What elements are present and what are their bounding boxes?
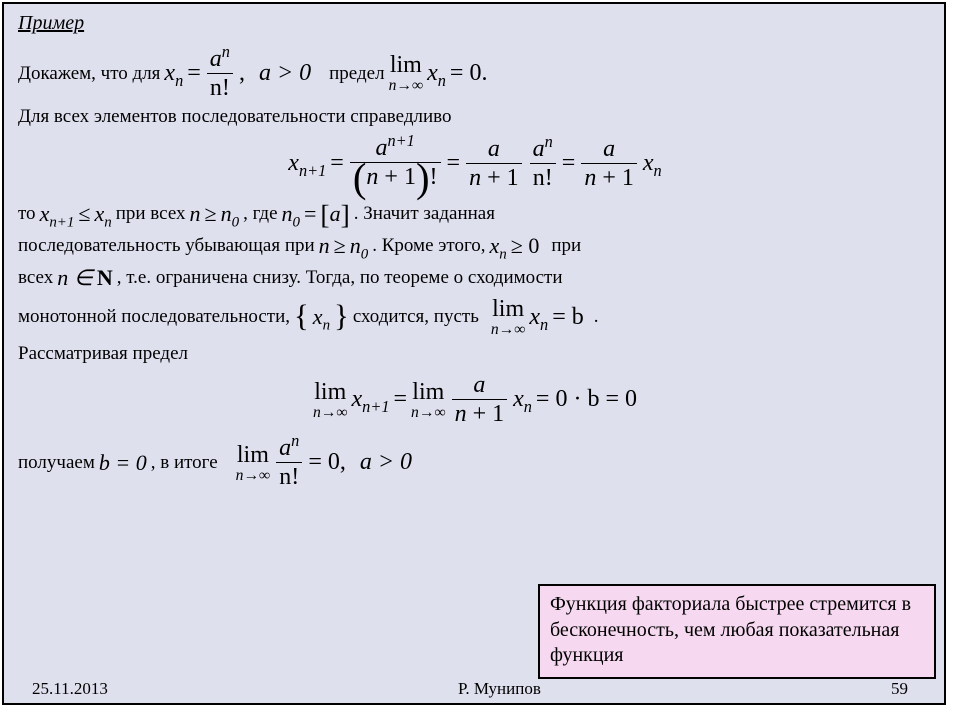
math-b0: b = 0 <box>99 450 147 476</box>
math-xn1-le-xn: xn+1 ≤ xn <box>40 201 112 227</box>
footer-author: Р. Мунипов <box>458 679 541 699</box>
callout-text: Функция факториала быстрее стремится в б… <box>550 593 911 666</box>
text-at: при <box>551 235 581 257</box>
math-lim-xn-0: limn→∞ xn = 0. <box>389 53 488 94</box>
line-monotone: монотонной последовательности, {xn} сход… <box>18 297 932 338</box>
example-title: Пример <box>18 12 932 35</box>
text-thus: . Значит заданная <box>354 203 495 225</box>
math-final-limit: limn→∞ an n! = 0, a > 0 <box>236 436 412 489</box>
math-xn-def: xn = an n! , a > 0 <box>164 47 311 100</box>
callout-box: Функция факториала быстрее стремится в б… <box>538 584 936 679</box>
line-final: получаем b = 0 , в итоге limn→∞ an n! = … <box>18 436 932 489</box>
line-bounded: всех n ∈ N , т.е. ограничена снизу. Тогд… <box>18 265 932 291</box>
math-n-ge-n0: n ≥ n0 <box>190 201 240 227</box>
math-recurrence: xn+1 = an+1 (n + 1)! = a n + 1 an n! = a <box>288 136 661 191</box>
text-seq-dec: последовательность убывающая при <box>18 235 315 257</box>
text-forall: при всех <box>116 203 186 225</box>
math-n-in-N: n ∈ N <box>57 265 113 291</box>
eq-recurrence: xn+1 = an+1 (n + 1)! = a n + 1 an n! = a <box>18 136 932 191</box>
text-besides: . Кроме этого, <box>372 235 485 257</box>
footer-date: 25.11.2013 <box>32 679 108 699</box>
eq-limit-product: limn→∞ xn+1 = limn→∞ a n + 1 xn = 0 · b … <box>18 373 932 426</box>
slide-container: Пример Докажем, что для xn = an n! , a >… <box>2 2 946 705</box>
text-period: . <box>594 306 599 328</box>
math-limit-product: limn→∞ xn+1 = limn→∞ a n + 1 xn = 0 · b … <box>313 373 637 426</box>
text-limit: предел <box>329 63 384 85</box>
text-converges: сходится, пусть <box>353 306 479 328</box>
text-then: то <box>18 203 36 225</box>
text-all: всех <box>18 267 53 289</box>
math-n0-floor-a: n0 = [a] <box>282 201 350 227</box>
text-considering: Рассматривая предел <box>18 343 932 365</box>
math-xn-ge-0: xn ≥ 0 <box>490 233 540 259</box>
line-then: то xn+1 ≤ xn при всех n ≥ n0 , где n0 = … <box>18 201 932 227</box>
line-prove: Докажем, что для xn = an n! , a > 0 пред… <box>18 47 932 100</box>
math-n-ge-n0-2: n ≥ n0 <box>319 233 369 259</box>
math-seq-brace: {xn} <box>294 304 349 330</box>
footer-page: 59 <box>891 679 908 699</box>
math-lim-b: limn→∞ xn = b <box>491 297 584 338</box>
text-finally: , в итоге <box>151 452 218 474</box>
text-for-all-elements: Для всех элементов последовательности сп… <box>18 106 932 128</box>
line-decreasing: последовательность убывающая при n ≥ n0 … <box>18 233 932 259</box>
text-bounded: , т.е. ограничена снизу. Тогда, по теоре… <box>117 267 563 289</box>
text-prove: Докажем, что для <box>18 63 160 85</box>
text-monotone: монотонной последовательности, <box>18 306 290 328</box>
text-where: , где <box>243 203 277 225</box>
text-weget: получаем <box>18 452 95 474</box>
slide-footer: 25.11.2013 Р. Мунипов 59 <box>4 679 944 699</box>
